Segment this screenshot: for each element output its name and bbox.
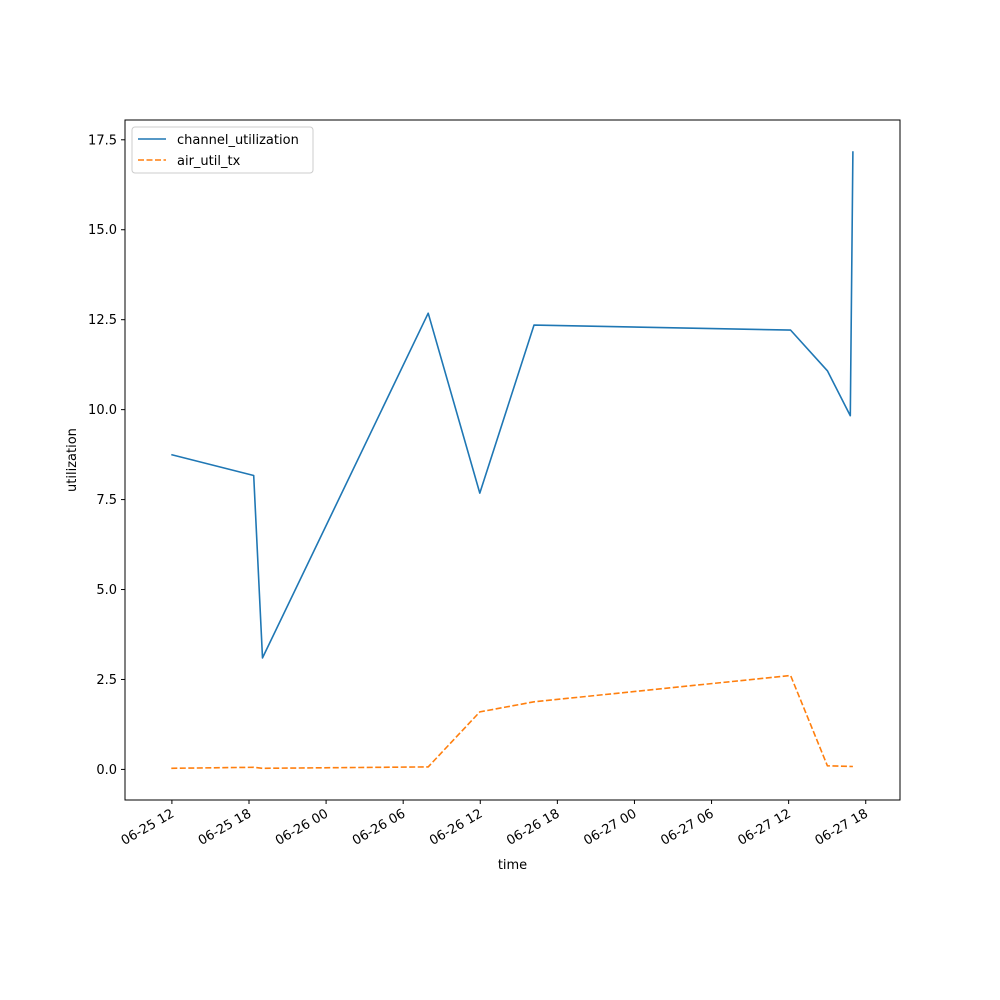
y-tick-label: 5.0	[96, 583, 117, 598]
legend: channel_utilization air_util_tx	[131, 126, 314, 174]
legend-label-air-util-tx: air_util_tx	[177, 154, 241, 169]
series-line-channel-utilization	[171, 151, 854, 659]
legend-box	[131, 126, 314, 174]
y-tick-label: 0.0	[96, 763, 117, 778]
y-tick-label: 15.0	[88, 223, 117, 238]
y-tick-label: 2.5	[96, 673, 117, 688]
series-layer	[171, 151, 854, 770]
series-line-air-util-tx	[171, 674, 853, 770]
y-tick-label: 17.5	[88, 133, 117, 148]
y-tick-label: 7.5	[96, 493, 117, 508]
y-axis-ticks: 0.0 2.5 5.0 7.5 10.0 12.5 15.0 17.5	[88, 133, 125, 778]
y-axis-label: utilization	[65, 428, 80, 492]
x-axis-label: time	[498, 858, 527, 873]
y-tick-label: 10.0	[88, 403, 117, 418]
legend-label-channel-utilization: channel_utilization	[177, 133, 299, 148]
plot-area-frame	[124, 119, 901, 801]
y-tick-label: 12.5	[88, 313, 117, 328]
